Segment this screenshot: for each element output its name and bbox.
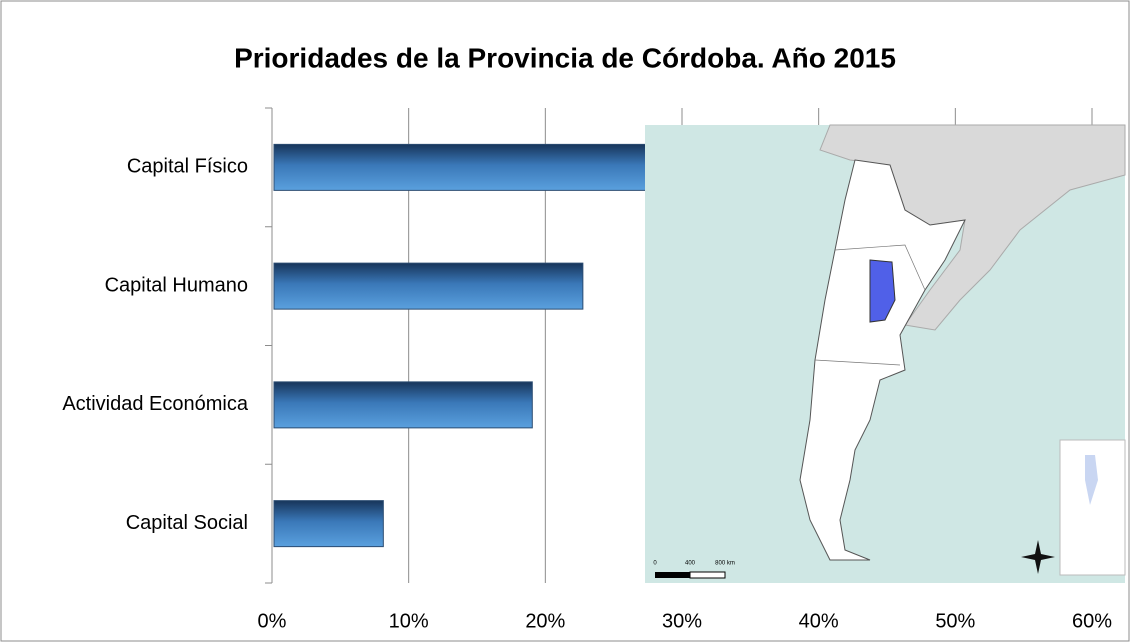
map-cordoba	[869, 259, 896, 323]
y-tick-label: Capital Social	[126, 512, 248, 534]
scale-bar	[689, 571, 726, 579]
chart-title: Prioridades de la Provincia de Córdoba. …	[234, 42, 896, 73]
scale-bar	[655, 572, 690, 578]
scale-label: 0	[653, 561, 657, 567]
x-tick-label: 0%	[258, 610, 287, 632]
map: 0 400 800 km	[645, 124, 1126, 583]
x-tick-label: 40%	[799, 610, 839, 632]
y-tick-label: Capital Físico	[127, 156, 248, 178]
x-tick-label: 30%	[662, 610, 702, 632]
scale-label: 400	[685, 561, 696, 567]
map-inset-shape	[1085, 455, 1098, 505]
x-tick-label: 20%	[525, 610, 565, 632]
bar	[273, 262, 584, 310]
x-tick-label: 60%	[1072, 610, 1112, 632]
map-borders	[814, 359, 901, 366]
map-borders	[834, 244, 926, 291]
x-tick-label: 50%	[935, 610, 975, 632]
y-tick-label: Actividad Económica	[62, 393, 249, 415]
bar	[273, 500, 384, 548]
compass	[1021, 540, 1055, 574]
x-tick-label: 10%	[389, 610, 429, 632]
y-tick-label: Capital Humano	[105, 274, 248, 296]
scale-label: 800 km	[715, 561, 735, 567]
bar	[273, 381, 533, 429]
